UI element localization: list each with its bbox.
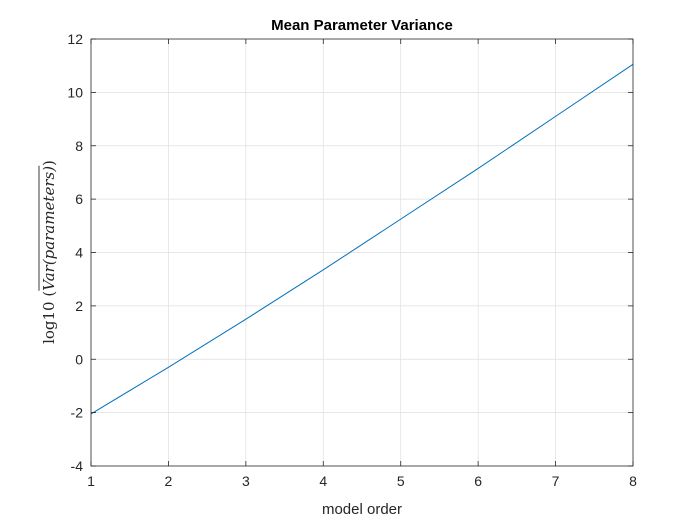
y-axis-label-close-paren: ) — [40, 160, 58, 166]
y-tick-label: 0 — [75, 351, 83, 367]
y-tick-label: 10 — [67, 84, 83, 100]
x-tick-label: 7 — [552, 473, 560, 489]
series-layer — [90, 63, 634, 415]
y-tick-label: -2 — [71, 405, 84, 421]
y-axis-label-expression: Var(parameters) — [40, 166, 58, 291]
y-tick-label: 12 — [67, 31, 83, 47]
y-axis-label-open-paren: ( — [40, 291, 58, 297]
x-tick-labels: 1 2 3 4 5 6 7 8 — [87, 473, 637, 489]
chart-title: Mean Parameter Variance — [271, 17, 453, 34]
y-tick-label: -4 — [71, 458, 84, 474]
x-tick-label: 8 — [629, 473, 637, 489]
y-tick-label: 6 — [75, 191, 83, 207]
x-tick-label: 1 — [87, 473, 95, 489]
x-tick-label: 6 — [474, 473, 482, 489]
x-tick-label: 5 — [397, 473, 405, 489]
x-tick-label: 3 — [242, 473, 250, 489]
y-tick-label: 2 — [75, 298, 83, 314]
x-tick-label: 2 — [165, 473, 173, 489]
y-axis-label-prefix: log10 — [40, 301, 58, 344]
y-tick-label: 4 — [75, 245, 83, 261]
x-tick-label: 4 — [319, 473, 327, 489]
tick-marks — [90, 38, 634, 467]
series-line-1 — [90, 63, 634, 415]
y-tick-label: 8 — [75, 138, 83, 154]
y-axis-label-text: log10 (Var(parameters)) — [40, 160, 58, 344]
y-tick-labels: -4 -2 0 2 4 6 8 10 12 — [67, 31, 83, 474]
y-axis-label: log10 (Var(parameters)) — [38, 160, 58, 344]
x-axis-label: model order — [322, 501, 402, 518]
